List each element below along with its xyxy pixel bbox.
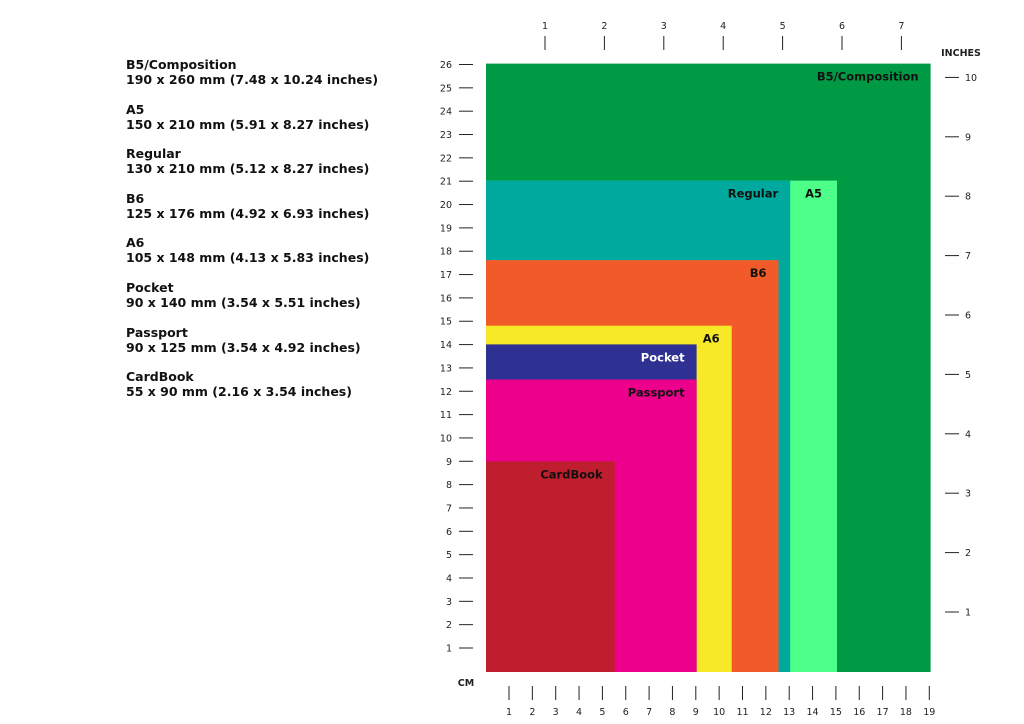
cm-y-tick-label: 1 (446, 644, 452, 655)
cm-y-tick-label: 11 (440, 410, 452, 421)
inch-x-tick-label: 2 (601, 21, 607, 32)
legend-dimensions: 55 x 90 mm (2.16 x 3.54 inches) (126, 384, 352, 400)
cm-x-tick-label: 18 (900, 707, 912, 718)
inch-y-tick-label: 6 (965, 311, 971, 322)
cm-y-tick-label: 4 (446, 573, 452, 584)
inch-y-tick-label: 8 (965, 192, 971, 203)
inch-y-tick-label: 7 (965, 251, 971, 262)
size-rect-cardbook (486, 461, 615, 672)
cm-y-tick-label: 13 (440, 363, 452, 374)
inch-y-tick-label: 4 (965, 429, 971, 440)
size-label-cardbook: CardBook (540, 467, 603, 481)
legend-dimensions: 90 x 140 mm (3.54 x 5.51 inches) (126, 294, 361, 310)
cm-x-tick-label: 4 (576, 707, 582, 718)
cm-y-tick-label: 3 (446, 597, 452, 608)
cm-axis-label: CM (458, 678, 474, 689)
cm-y-tick-label: 24 (440, 107, 452, 118)
cm-x-tick-label: 12 (760, 707, 772, 718)
cm-y-tick-label: 15 (440, 317, 452, 328)
legend-name: Pocket (126, 279, 174, 295)
cm-x-tick-label: 8 (669, 707, 675, 718)
cm-y-tick-label: 21 (440, 177, 452, 188)
legend-item-pocket: Pocket 90 x 140 mm (3.54 x 5.51 inches) (126, 280, 416, 325)
legend-dimensions: 130 x 210 mm (5.12 x 8.27 inches) (126, 161, 370, 177)
inch-y-tick-label: 10 (965, 73, 977, 84)
cm-x-tick-label: 6 (623, 707, 629, 718)
cm-x-tick-label: 11 (736, 707, 748, 718)
inch-x-tick-label: 7 (898, 21, 904, 32)
inch-y-tick-label: 9 (965, 132, 971, 143)
cm-x-tick-label: 3 (553, 707, 559, 718)
cm-y-tick-label: 17 (440, 270, 452, 281)
cm-y-tick-label: 25 (440, 83, 452, 94)
cm-y-tick-label: 10 (440, 433, 452, 444)
cm-y-tick-label: 6 (446, 527, 452, 538)
cm-y-tick-label: 5 (446, 550, 452, 561)
legend-name: B5/Composition (126, 57, 237, 72)
legend-name: Passport (126, 324, 188, 340)
cm-y-tick-label: 20 (440, 200, 452, 211)
cm-x-tick-label: 15 (830, 707, 842, 718)
cm-y-tick-label: 16 (440, 293, 452, 304)
legend-name: CardBook (126, 369, 194, 385)
legend-item-passport: Passport 90 x 125 mm (3.54 x 4.92 inches) (126, 325, 416, 370)
legend-name: Regular (126, 146, 181, 162)
legend-name: B6 (126, 190, 145, 206)
inch-y-tick-label: 5 (965, 370, 971, 381)
cm-y-tick-label: 26 (440, 60, 452, 71)
cm-x-tick-label: 17 (877, 707, 889, 718)
inch-x-tick-label: 5 (780, 21, 786, 32)
legend-item-cardbook: CardBook 55 x 90 mm (2.16 x 3.54 inches) (126, 369, 416, 414)
size-label-regular: Regular (728, 187, 779, 201)
cm-y-tick-label: 8 (446, 480, 452, 491)
legend-dimensions: 90 x 125 mm (3.54 x 4.92 inches) (126, 339, 361, 355)
inch-x-tick-label: 3 (661, 21, 667, 32)
cm-y-tick-label: 2 (446, 620, 452, 631)
size-label-passport: Passport (628, 386, 685, 400)
cm-y-tick-label: 9 (446, 457, 452, 468)
inch-x-tick-label: 6 (839, 21, 845, 32)
legend-dimensions: 125 x 176 mm (4.92 x 6.93 inches) (126, 205, 370, 221)
cm-x-tick-label: 2 (529, 707, 535, 718)
legend-item-b5-composition: B5/Composition 190 x 260 mm (7.48 x 10.24… (126, 57, 416, 102)
inch-y-tick-label: 2 (965, 548, 971, 559)
legend-item-regular: Regular 130 x 210 mm (5.12 x 8.27 inches) (126, 146, 416, 191)
cm-y-tick-label: 22 (440, 153, 452, 164)
legend-name: A6 (126, 235, 145, 251)
inch-y-tick-label: 1 (965, 608, 971, 619)
cm-x-tick-label: 16 (853, 707, 865, 718)
cm-x-tick-label: 5 (599, 707, 605, 718)
inch-x-tick-label: 4 (720, 21, 726, 32)
size-label-b6: B6 (750, 266, 767, 280)
cm-x-tick-label: 9 (693, 707, 699, 718)
cm-y-tick-label: 19 (440, 223, 452, 234)
legend-item-a6: A6 105 x 148 mm (4.13 x 5.83 inches) (126, 235, 416, 280)
cm-y-tick-label: 12 (440, 387, 452, 398)
size-legend: B5/Composition 190 x 260 mm (7.48 x 10.24… (126, 57, 416, 414)
size-label-a5: A5 (805, 187, 822, 201)
cm-x-tick-label: 19 (923, 707, 935, 718)
size-label-a6: A6 (703, 332, 720, 346)
cm-x-tick-label: 1 (506, 707, 512, 718)
cm-x-tick-label: 14 (807, 707, 819, 718)
cm-x-tick-label: 10 (713, 707, 725, 718)
cm-x-tick-label: 13 (783, 707, 795, 718)
cm-y-tick-label: 14 (440, 340, 452, 351)
cm-y-tick-label: 18 (440, 247, 452, 258)
legend-dimensions: 105 x 148 mm (4.13 x 5.83 inches) (126, 250, 370, 266)
cm-x-tick-label: 7 (646, 707, 652, 718)
legend-dimensions: 150 x 210 mm (5.91 x 8.27 inches) (126, 116, 370, 132)
cm-y-tick-label: 23 (440, 130, 452, 141)
inch-x-tick-label: 1 (542, 21, 548, 32)
size-label-b5-composition: B5/Composition (817, 70, 919, 84)
inch-y-tick-label: 3 (965, 489, 971, 500)
inches-axis-label: INCHES (941, 48, 981, 59)
size-label-pocket: Pocket (641, 350, 685, 364)
cm-y-tick-label: 7 (446, 503, 452, 514)
legend-name: A5 (126, 101, 145, 117)
legend-dimensions: 190 x 260 mm (7.48 x 10.24 inches) (126, 72, 379, 87)
legend-item-a5: A5 150 x 210 mm (5.91 x 8.27 inches) (126, 102, 416, 147)
legend-item-b6: B6 125 x 176 mm (4.92 x 6.93 inches) (126, 191, 416, 236)
